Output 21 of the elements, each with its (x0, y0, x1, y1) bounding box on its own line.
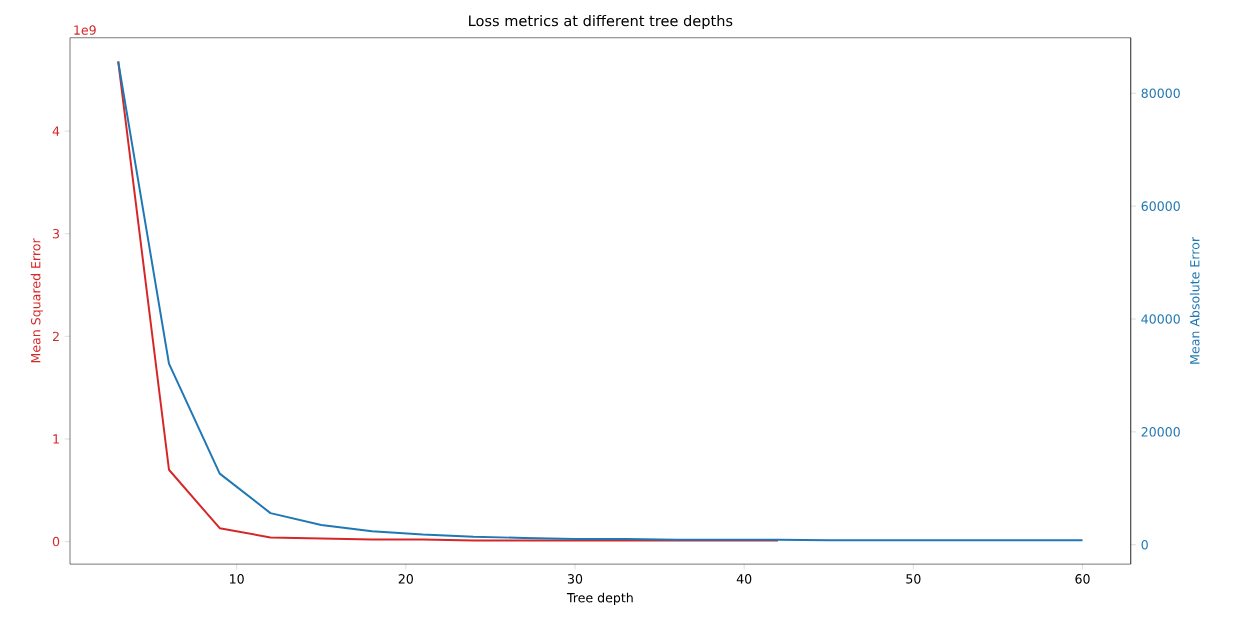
x-tick-label: 50 (906, 574, 921, 584)
x-tick-label: 20 (398, 574, 413, 584)
y2-tick-label: 40000 (1141, 314, 1180, 324)
chart-title: Loss metrics at different tree depths (469, 15, 733, 30)
y-tick-label: 0 (52, 536, 60, 547)
y-tick-label: 4 (52, 126, 60, 136)
x-tick-label: 60 (1075, 574, 1090, 584)
y-axis-title: Mean Squared Error (30, 238, 43, 363)
y2-axis-title: Mean Absolute Error (1189, 237, 1200, 364)
y-tick-label: 2 (52, 331, 59, 342)
x-tick-label: 10 (230, 574, 244, 584)
x-tick-label: 30 (567, 574, 583, 584)
text: 1e9 (74, 25, 96, 35)
x-tick-label: 40 (736, 574, 752, 584)
y2-tick-label: 20000 (1141, 427, 1180, 437)
y2-tick-label: 60000 (1141, 201, 1180, 212)
y2-tick-label: 80000 (1141, 88, 1180, 99)
y-tick-label: 1 (53, 434, 59, 444)
x-axis-title: Tree depth (566, 592, 633, 606)
y-tick-label: 3 (52, 229, 60, 239)
y2-tick-label: 0 (1141, 540, 1148, 550)
